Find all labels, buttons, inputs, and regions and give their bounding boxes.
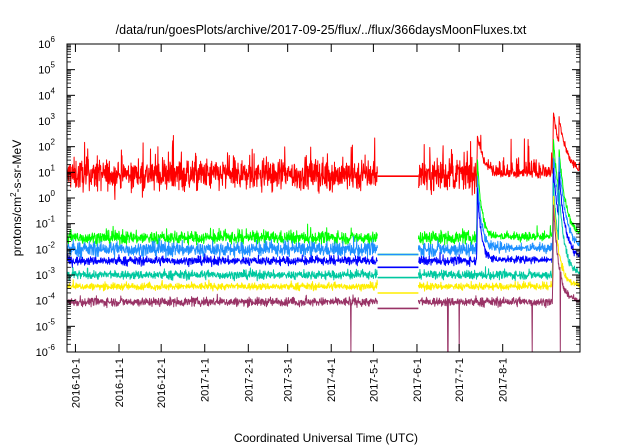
y-tick-label: 106 xyxy=(38,35,55,51)
y-tick-label: 10-4 xyxy=(36,292,56,308)
y-axis-label-prefix: protons/cm xyxy=(10,197,24,256)
y-tick-label: 101 xyxy=(38,163,55,179)
x-tick-label: 2017-2-1 xyxy=(243,358,255,402)
y-tick-label: 100 xyxy=(38,189,55,205)
x-tick-label: 2016-10-1 xyxy=(70,358,82,408)
x-tick-label: 2016-12-1 xyxy=(156,358,168,408)
y-tick-label: 104 xyxy=(38,86,55,102)
series-6-trace-b xyxy=(417,204,581,353)
y-tick-label: 102 xyxy=(38,138,55,154)
y-axis-label-superscript: 2 xyxy=(9,192,18,197)
series-0-trace-a xyxy=(66,135,378,200)
x-tick-label: 2017-1-1 xyxy=(200,358,212,402)
x-tick-label: 2017-4-1 xyxy=(326,358,338,402)
y-axis-label: protons/cm2-s-sr-MeV xyxy=(9,140,24,256)
x-tick-label: 2017-5-1 xyxy=(368,358,380,402)
x-tick-label: 2017-6-1 xyxy=(412,358,424,402)
y-tick-label: 10-6 xyxy=(36,343,56,359)
chart-title: /data/run/goesPlots/archive/2017-09-25/f… xyxy=(116,23,527,37)
series-2-trace-a xyxy=(66,235,378,260)
x-tick-label: 2017-3-1 xyxy=(283,358,295,402)
y-tick-label: 10-5 xyxy=(36,317,56,333)
series-3-trace-a xyxy=(66,253,378,269)
series-layer xyxy=(66,112,581,353)
y-tick-label: 103 xyxy=(38,112,55,128)
series-6-trace-a xyxy=(66,293,378,353)
y-tick-label: 10-2 xyxy=(36,240,56,256)
x-tick-label: 2017-7-1 xyxy=(454,358,466,402)
series-1-trace-a xyxy=(66,223,378,247)
x-tick-label: 2016-11-1 xyxy=(114,358,126,407)
series-5-trace-a xyxy=(66,279,378,292)
x-axis-label: Coordinated Universal Time (UTC) xyxy=(234,431,418,445)
y-tick-label: 10-3 xyxy=(36,266,56,282)
series-4-trace-a xyxy=(66,267,378,282)
y-tick-label: 10-1 xyxy=(36,215,56,231)
x-tick-label: 2017-8-1 xyxy=(498,358,510,402)
axes-layer: 10-6 10-5 10-4 10-3 10-2 10-1 100 101 102 103 104 1… xyxy=(36,35,581,408)
y-tick-label: 105 xyxy=(38,61,55,77)
series-6 xyxy=(66,204,581,353)
y-axis-label-suffix: -s-sr-MeV xyxy=(10,140,24,193)
